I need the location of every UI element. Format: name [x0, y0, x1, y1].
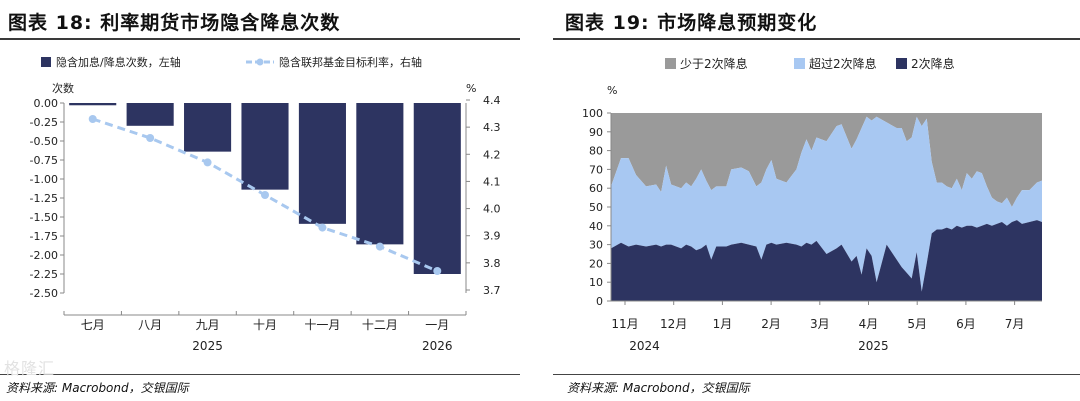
left-tick-label: -2.00	[30, 249, 58, 262]
left-tick-label: -0.50	[30, 135, 58, 148]
x-tick-label: 12月	[660, 317, 687, 331]
right-tick-label: 4.2	[483, 148, 501, 161]
bar	[356, 103, 404, 245]
left-tick-label: -2.25	[30, 268, 58, 281]
source-rule	[553, 374, 1080, 375]
right-tick-label: 4.0	[483, 203, 501, 216]
y-tick-label: 50	[589, 201, 603, 214]
rate-point	[146, 134, 155, 142]
bar	[298, 103, 346, 224]
right-tick-label: 4.4	[483, 94, 501, 107]
y-tick-label: 10	[589, 276, 603, 289]
y-tick-label: 70	[589, 163, 603, 176]
left-tick-label: -2.50	[30, 287, 58, 300]
left-tick-label: 0.00	[34, 97, 59, 110]
bar	[413, 103, 461, 274]
x-tick-label: 3月	[810, 317, 830, 331]
x-tick-label: 5月	[907, 317, 927, 331]
left-tick-label: -1.00	[30, 173, 58, 186]
area-2-cuts	[611, 220, 1042, 301]
year-label: 2025	[858, 339, 889, 353]
title-rule	[553, 38, 1080, 40]
year-label: 2024	[629, 339, 660, 353]
left-tick-label: -1.50	[30, 211, 58, 224]
x-tick-label: 十月	[253, 318, 277, 332]
rate-point	[318, 223, 327, 232]
x-tick-label: 2月	[761, 317, 781, 331]
right-chart-title: 图表 19: 市场降息预期变化	[565, 12, 818, 34]
x-tick-label: 十二月	[362, 318, 398, 332]
left-chart-title: 图表 18: 利率期货市场隐含降息次数	[8, 12, 341, 34]
x-tick-label: 4月	[859, 317, 879, 331]
rate-point	[433, 267, 442, 275]
legend-label: 少于2次降息	[680, 56, 748, 71]
x-tick-label: 七月	[81, 318, 105, 332]
rate-point	[375, 242, 384, 251]
area-less-than-2-cuts	[611, 113, 1042, 207]
legend-swatch	[665, 58, 676, 69]
x-tick-label: 11月	[611, 317, 638, 331]
legend-bar-swatch	[41, 57, 51, 67]
right-panel: 图表 19: 市场降息预期变化 少于2次降息 超过2次降息 2次降息% 0 10 20 30…	[553, 0, 1080, 401]
left-tick-label: -1.25	[30, 192, 58, 205]
x-tick-label: 一月	[425, 318, 449, 332]
x-tick-label: 6月	[956, 317, 976, 331]
bar	[184, 103, 232, 152]
legend-swatch	[896, 58, 907, 69]
legend-line-marker	[256, 58, 264, 66]
y-tick-label: 40	[589, 220, 603, 233]
bar	[241, 103, 289, 190]
left-panel: 图表 18: 利率期货市场隐含降息次数 隐含加息/降息次数，左轴 隐含联邦基金目标…	[0, 0, 530, 401]
x-tick-label: 十一月	[304, 318, 340, 332]
right-tick-label: 4.3	[483, 121, 501, 134]
right-tick-label: 4.1	[483, 175, 501, 188]
rate-point	[88, 115, 97, 123]
year-label: 2025	[192, 339, 223, 353]
left-tick-label: -0.25	[30, 116, 58, 129]
right-source: 资料来源: Macrobond，交银国际	[567, 381, 750, 395]
left-tick-label: -1.75	[30, 230, 58, 243]
legend-bar-label: 隐含加息/降息次数，左轴	[56, 55, 181, 69]
y-tick-label: 0	[596, 295, 603, 308]
bar	[69, 103, 117, 106]
bar	[126, 103, 174, 126]
cut-expectations-chart: 少于2次降息 超过2次降息 2次降息% 0 10 20 30 40 50 60 70 80 90 100 1…	[582, 56, 1042, 353]
legend-line-label: 隐含联邦基金目标利率，右轴	[279, 55, 422, 69]
title-rule	[0, 38, 520, 40]
y-axis-unit: %	[607, 84, 617, 97]
y-tick-label: 60	[589, 182, 603, 195]
right-tick-label: 3.7	[483, 284, 501, 297]
year-label: 2026	[422, 339, 453, 353]
right-tick-label: 3.9	[483, 230, 501, 243]
y-tick-label: 80	[589, 145, 603, 158]
right-axis-unit: %	[466, 82, 476, 95]
legend-label: 超过2次降息	[809, 56, 877, 71]
rate-point	[261, 191, 269, 199]
x-tick-label: 7月	[1005, 317, 1025, 331]
y-tick-label: 20	[589, 257, 603, 270]
x-tick-label: 1月	[713, 317, 733, 331]
legend-label: 2次降息	[911, 56, 955, 71]
x-tick-label: 八月	[138, 318, 162, 332]
rate-point	[203, 158, 212, 167]
watermark: 格隆汇	[4, 359, 56, 378]
legend-swatch	[794, 58, 805, 69]
area-more-than-2-cuts	[611, 116, 1042, 292]
y-tick-label: 30	[589, 239, 603, 252]
y-tick-label: 90	[589, 126, 603, 139]
left-tick-label: -0.75	[30, 154, 58, 167]
y-tick-label: 100	[582, 107, 603, 120]
right-tick-label: 3.8	[483, 257, 501, 270]
x-tick-label: 九月	[196, 318, 220, 332]
left-axis-unit: 次数	[52, 81, 74, 95]
source-rule	[0, 374, 520, 375]
left-source: 资料来源: Macrobond，交银国际	[6, 381, 189, 395]
